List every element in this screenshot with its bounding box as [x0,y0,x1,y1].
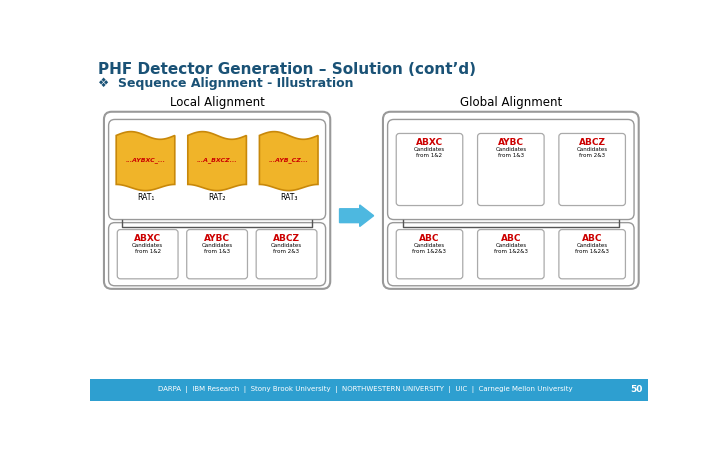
Text: RAT₁: RAT₁ [137,193,154,202]
Text: ABC: ABC [419,234,440,243]
FancyBboxPatch shape [383,112,639,289]
Text: ❖  Sequence Alignment - Illustration: ❖ Sequence Alignment - Illustration [98,77,354,90]
Text: Candidates
from 1&3: Candidates from 1&3 [495,147,526,158]
Text: ...A_BXCZ...: ...A_BXCZ... [197,157,238,163]
FancyBboxPatch shape [559,134,626,206]
Text: ABXC: ABXC [134,234,161,243]
Text: Global Alignment: Global Alignment [459,96,562,108]
FancyBboxPatch shape [387,223,634,286]
Text: DARPA  |  IBM Research  |  Stony Brook University  |  NORTHWESTERN UNIVERSITY  |: DARPA | IBM Research | Stony Brook Unive… [158,386,572,393]
FancyBboxPatch shape [396,134,463,206]
FancyBboxPatch shape [109,119,325,220]
FancyBboxPatch shape [559,230,626,279]
Text: Candidates
from 1&2&3: Candidates from 1&2&3 [575,243,609,254]
Text: Local Alignment: Local Alignment [170,96,264,108]
FancyBboxPatch shape [396,230,463,279]
Text: ...AYB_CZ...: ...AYB_CZ... [269,157,309,163]
Text: ABC: ABC [500,234,521,243]
Text: AYBC: AYBC [498,138,524,147]
Text: PHF Detector Generation – Solution (cont’d): PHF Detector Generation – Solution (cont… [98,62,476,76]
FancyArrow shape [340,205,374,226]
Bar [90,379,648,400]
Polygon shape [188,131,246,191]
FancyBboxPatch shape [387,119,634,220]
Text: Candidates
from 1&2&3: Candidates from 1&2&3 [494,243,528,254]
Text: Candidates
from 1&2: Candidates from 1&2 [132,243,163,254]
FancyBboxPatch shape [256,230,317,279]
FancyBboxPatch shape [117,230,178,279]
FancyBboxPatch shape [104,112,330,289]
Text: ABCZ: ABCZ [579,138,606,147]
Text: ABCZ: ABCZ [273,234,300,243]
Polygon shape [116,131,175,191]
Text: Candidates
from 1&2&3: Candidates from 1&2&3 [413,243,446,254]
Text: Candidates
from 2&3: Candidates from 2&3 [271,243,302,254]
Text: ABXC: ABXC [416,138,443,147]
Text: Candidates
from 2&3: Candidates from 2&3 [577,147,608,158]
FancyBboxPatch shape [186,230,248,279]
Text: ...AYBXC_...: ...AYBXC_... [125,157,166,163]
FancyBboxPatch shape [109,223,325,286]
Text: RAT₂: RAT₂ [208,193,226,202]
Text: ABC: ABC [582,234,603,243]
Text: AYBC: AYBC [204,234,230,243]
Text: Candidates
from 1&2: Candidates from 1&2 [414,147,445,158]
FancyBboxPatch shape [477,230,544,279]
Text: Candidates
from 1&3: Candidates from 1&3 [202,243,233,254]
Text: 50: 50 [630,385,642,394]
Text: RAT₃: RAT₃ [280,193,297,202]
Polygon shape [259,131,318,191]
FancyBboxPatch shape [477,134,544,206]
